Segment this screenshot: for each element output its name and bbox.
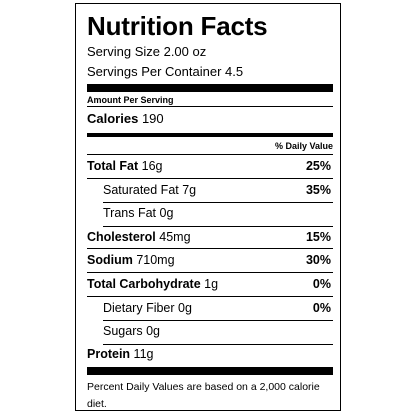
nutrient-name: Total Fat	[87, 159, 139, 173]
nutrient-percent: 35%	[305, 182, 331, 197]
row-divider	[103, 202, 333, 204]
calories-label: Calories	[87, 111, 139, 126]
nutrient-row-sodium: Sodium 710mg 30%	[87, 249, 333, 273]
nutrient-percent: 15%	[305, 229, 331, 244]
protein-label: Protein	[87, 346, 131, 361]
nutrient-amount: 0g	[146, 324, 160, 339]
serving-size: Serving Size 2.00 oz	[87, 44, 207, 59]
nutrient-percent: 30%	[305, 253, 331, 268]
row-divider	[103, 320, 333, 322]
row-divider	[103, 343, 333, 345]
nutrient-amount: 16g	[141, 159, 163, 173]
label-title: Nutrition Facts	[87, 11, 268, 41]
calories-value: 190	[141, 111, 164, 126]
nutrient-name: Dietary Fiber	[103, 300, 175, 315]
nutrient-name: Sodium	[87, 253, 133, 268]
servings-per-container: Servings Per Container 4.5	[87, 64, 244, 79]
nutrient-percent: 0%	[312, 276, 331, 291]
nutrient-amount: 1g	[204, 276, 219, 291]
footnote: Percent Daily Values are based on a 2,00…	[87, 380, 320, 410]
nutrient-name: Total Carbohydrate	[87, 276, 201, 291]
nutrient-name: Sugars	[103, 324, 143, 339]
nutrient-amount: 7g	[182, 182, 197, 197]
nutrient-row-dietary-fiber: Dietary Fiber 0g 0%	[87, 297, 333, 322]
nutrient-name: Cholesterol	[87, 229, 156, 244]
protein-value: 11g	[133, 346, 154, 361]
nutrient-row-total-fat: Total Fat 16g 25%	[87, 155, 333, 179]
nutrient-name: Trans Fat	[103, 206, 157, 221]
nutrient-row-total-carbohydrate: Total Carbohydrate 1g 0%	[87, 273, 333, 297]
nutrient-amount: 710mg	[136, 253, 175, 268]
amount-per-serving: Amount Per Serving	[87, 92, 333, 107]
nutrient-row-cholesterol: Cholesterol 45mg 15%	[87, 226, 333, 250]
calories-row: Calories 190	[87, 107, 333, 133]
nutrient-amount: 0g	[178, 300, 192, 315]
thick-divider	[87, 84, 333, 92]
daily-value-header: % Daily Value	[87, 137, 333, 155]
nutrient-amount: 0g	[159, 206, 174, 221]
nutrient-amount: 45mg	[159, 229, 191, 244]
nutrient-row-sugars: Sugars 0g	[87, 320, 333, 345]
nutrient-percent: 0%	[312, 300, 331, 315]
protein-row: Protein 11g	[87, 344, 333, 368]
nutrition-facts-label: Nutrition Facts Serving Size 2.00 oz Ser…	[75, 3, 341, 411]
row-divider	[103, 225, 333, 227]
nutrient-row-saturated-fat: Saturated Fat 7g 35%	[87, 179, 333, 204]
medium-divider	[87, 133, 333, 137]
nutrient-name: Saturated Fat	[103, 182, 179, 197]
thick-divider-bottom	[87, 366, 333, 375]
nutrient-percent: 25%	[305, 159, 331, 173]
nutrient-row-trans-fat: Trans Fat 0g	[87, 202, 333, 227]
